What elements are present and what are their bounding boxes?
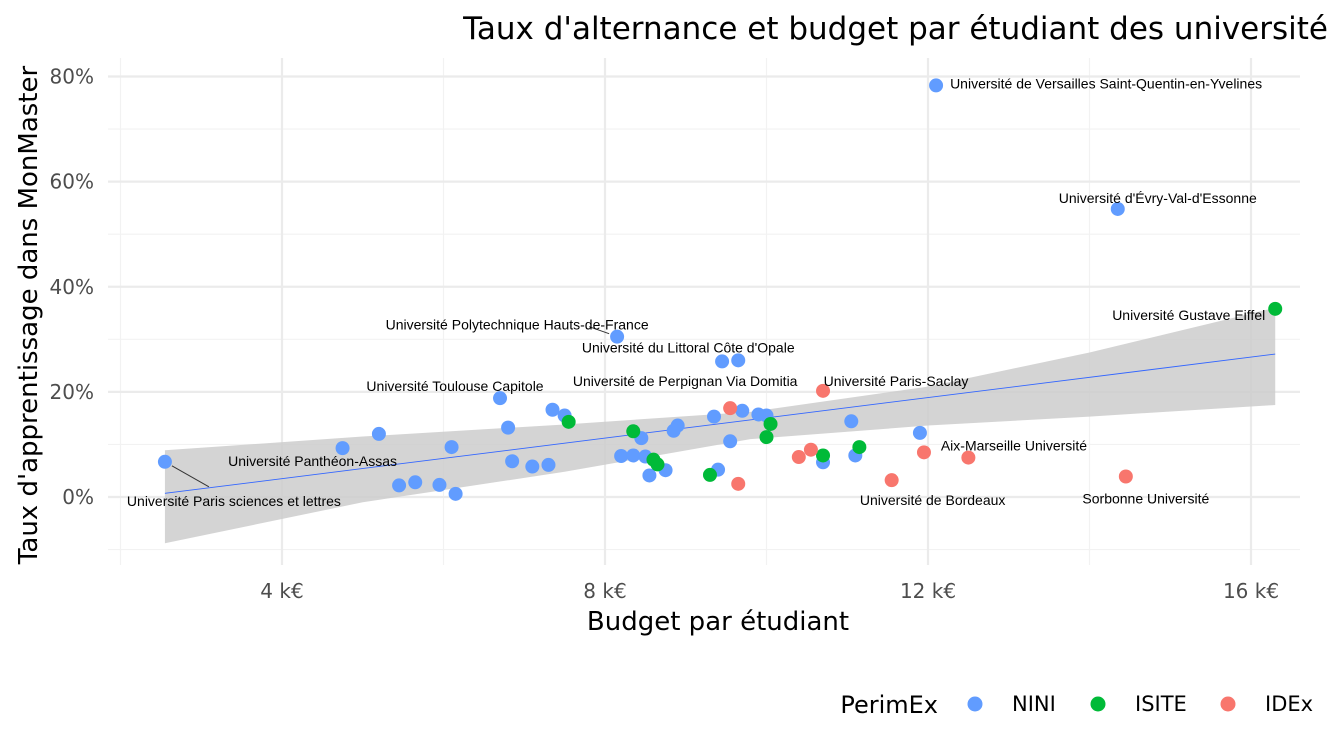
data-point-nini xyxy=(432,477,447,492)
point-label: Université de Perpignan Via Domitia xyxy=(573,373,798,389)
data-point-isite xyxy=(1268,301,1283,316)
data-point-nini xyxy=(444,440,459,455)
data-point-nini xyxy=(392,478,407,493)
data-point-nini xyxy=(723,434,738,449)
data-point-nini xyxy=(335,441,350,456)
data-point-idex xyxy=(961,450,976,465)
y-tick-labels: 0% 20% 40% 60% 80% xyxy=(50,65,94,510)
data-point-nini xyxy=(626,448,641,463)
point-label: Université du Littoral Côte d'Opale xyxy=(582,339,795,355)
data-point-nini xyxy=(666,423,681,438)
data-point-nini xyxy=(642,468,657,483)
legend-title: PerimEx xyxy=(840,691,938,719)
data-point-nini xyxy=(912,425,927,440)
point-label: Sorbonne Université xyxy=(1082,491,1209,507)
data-point-isite xyxy=(561,414,576,429)
y-axis-title: Taux d'apprentissage dans MonMaster xyxy=(14,66,44,566)
data-point-isite xyxy=(763,416,778,431)
data-point-nini xyxy=(501,420,516,435)
data-point-nini xyxy=(1110,201,1125,216)
data-point-idex xyxy=(803,442,818,457)
y-tick-label: 20% xyxy=(50,380,94,404)
y-tick-label: 40% xyxy=(50,275,94,299)
data-point-nini xyxy=(715,354,730,369)
data-point-idex xyxy=(884,473,899,488)
point-label: Université Paris-Saclay xyxy=(824,373,969,389)
point-label: Université Paris sciences et lettres xyxy=(127,493,341,509)
point-labels: Université de Versailles Saint-Quentin-e… xyxy=(127,75,1265,508)
x-axis-title: Budget par étudiant xyxy=(587,607,849,637)
data-point-nini xyxy=(610,329,625,344)
data-point-isite xyxy=(759,430,774,445)
chart-title: Taux d'alternance et budget par étudiant… xyxy=(462,11,1328,47)
data-point-isite xyxy=(650,457,665,472)
data-point-isite xyxy=(702,467,717,482)
data-point-nini xyxy=(505,454,520,469)
legend-label: IDEx xyxy=(1265,692,1313,716)
leader-lines xyxy=(171,326,610,488)
legend-label: NINI xyxy=(1012,692,1056,716)
point-label: Université Gustave Eiffel xyxy=(1112,307,1265,323)
legend-key-idex xyxy=(1220,696,1236,712)
leader-line xyxy=(171,465,210,488)
x-tick-label: 12 k€ xyxy=(900,579,956,603)
y-tick-label: 80% xyxy=(50,65,94,89)
data-point-idex xyxy=(791,450,806,465)
points-layer xyxy=(157,78,1283,501)
data-point-nini xyxy=(371,426,386,441)
legend-label: ISITE xyxy=(1135,692,1187,716)
legend: PerimEx NINI ISITE IDEx xyxy=(840,691,1313,719)
data-point-isite xyxy=(816,448,831,463)
data-point-nini xyxy=(493,391,508,406)
x-tick-label: 8 k€ xyxy=(583,579,626,603)
data-point-nini xyxy=(614,449,629,464)
point-label: Université de Bordeaux xyxy=(860,492,1006,508)
x-tick-label: 4 k€ xyxy=(260,579,303,603)
data-point-isite xyxy=(852,440,867,455)
point-label: Université Toulouse Capitole xyxy=(366,378,543,394)
x-tick-label: 16 k€ xyxy=(1223,579,1279,603)
data-point-nini xyxy=(844,414,859,429)
data-point-idex xyxy=(1118,469,1133,484)
legend-key-nini xyxy=(967,696,983,712)
data-point-nini xyxy=(545,402,560,417)
x-tick-labels: 4 k€ 8 k€ 12 k€ 16 k€ xyxy=(260,579,1279,603)
data-point-idex xyxy=(723,401,738,416)
point-label: Université de Versailles Saint-Quentin-e… xyxy=(950,75,1262,91)
data-point-nini xyxy=(448,486,463,501)
y-tick-label: 60% xyxy=(50,170,94,194)
leader-line xyxy=(588,326,610,335)
data-point-isite xyxy=(626,424,641,439)
data-point-nini xyxy=(929,78,944,93)
point-label: Université d'Évry-Val-d'Essonne xyxy=(1059,190,1257,206)
point-label: Aix-Marseille Université xyxy=(941,437,1087,453)
point-label: Université Panthéon-Assas xyxy=(228,453,397,469)
data-point-idex xyxy=(816,383,831,398)
legend-key-isite xyxy=(1090,696,1106,712)
y-tick-label: 0% xyxy=(62,485,94,509)
point-label: Université Polytechnique Hauts-de-France xyxy=(386,317,649,333)
data-point-nini xyxy=(525,459,540,474)
data-point-idex xyxy=(916,445,931,460)
data-point-nini xyxy=(408,475,423,490)
data-point-nini xyxy=(735,403,750,418)
trend-line xyxy=(164,353,1276,494)
data-point-nini xyxy=(707,409,722,424)
data-point-nini xyxy=(157,454,172,469)
data-point-idex xyxy=(731,476,746,491)
data-point-nini xyxy=(541,457,556,472)
data-point-nini xyxy=(731,353,746,368)
